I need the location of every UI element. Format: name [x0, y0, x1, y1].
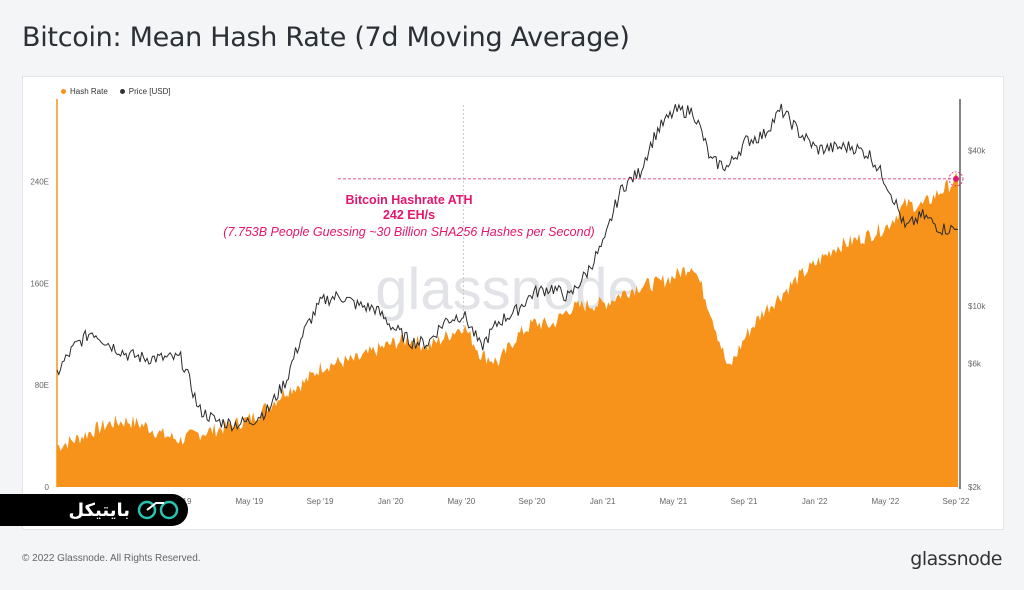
x-tick-label: Sep '19 [307, 497, 334, 506]
chart-legend: Hash Rate Price [USD] [61, 87, 171, 96]
brand-logo: glassnode [910, 548, 1002, 570]
ath-marker-dot [953, 175, 959, 182]
bicycle-icon [137, 500, 179, 520]
x-tick-label: May '20 [447, 497, 475, 506]
overlay-badge: بایتیکل [0, 494, 188, 526]
y-right-tick-label: $10k [968, 302, 986, 311]
y-left-tick-label: 80E [35, 381, 49, 390]
annotation-value: 242 EH/s [383, 208, 435, 222]
legend-item-price[interactable]: Price [USD] [119, 87, 171, 96]
legend-item-hash-rate[interactable]: Hash Rate [61, 87, 108, 96]
legend-label: Hash Rate [70, 87, 108, 96]
annotation-detail: (7.753B People Guessing ~30 Billion SHA2… [223, 225, 594, 239]
y-left-tick-label: 0 [45, 483, 50, 492]
y-left-tick-label: 160E [30, 279, 49, 288]
x-tick-label: May '21 [659, 497, 687, 506]
x-tick-label: Sep '22 [943, 497, 970, 506]
page-title: Bitcoin: Mean Hash Rate (7d Moving Avera… [22, 22, 630, 53]
x-tick-label: Sep '20 [519, 497, 546, 506]
overlay-text: بایتیکل [68, 499, 130, 521]
legend-dot-icon [61, 89, 66, 94]
annotation-title: Bitcoin Hashrate ATH [345, 193, 472, 207]
y-left-tick-label: 240E [30, 177, 49, 186]
hash-rate-area [57, 172, 958, 487]
x-tick-label: Jan '21 [590, 497, 616, 506]
x-tick-label: May '22 [871, 497, 899, 506]
x-tick-label: May '19 [235, 497, 263, 506]
legend-label: Price [USD] [128, 87, 171, 96]
y-right-tick-label: $6k [968, 360, 982, 369]
x-tick-label: Jan '20 [378, 497, 404, 506]
price-line [56, 103, 959, 432]
x-tick-label: Jan '22 [802, 497, 828, 506]
ath-marker-ring [948, 171, 964, 187]
y-right-tick-label: $2k [968, 483, 982, 492]
y-right-tick-label: $40k [968, 147, 986, 156]
copyright: © 2022 Glassnode. All Rights Reserved. [22, 553, 201, 564]
chart-card: Hash Rate Price [USD] glassnode 0 80E 160E 2… [22, 76, 1004, 530]
x-tick-label: Sep '21 [731, 497, 758, 506]
legend-dot-icon [119, 89, 125, 94]
